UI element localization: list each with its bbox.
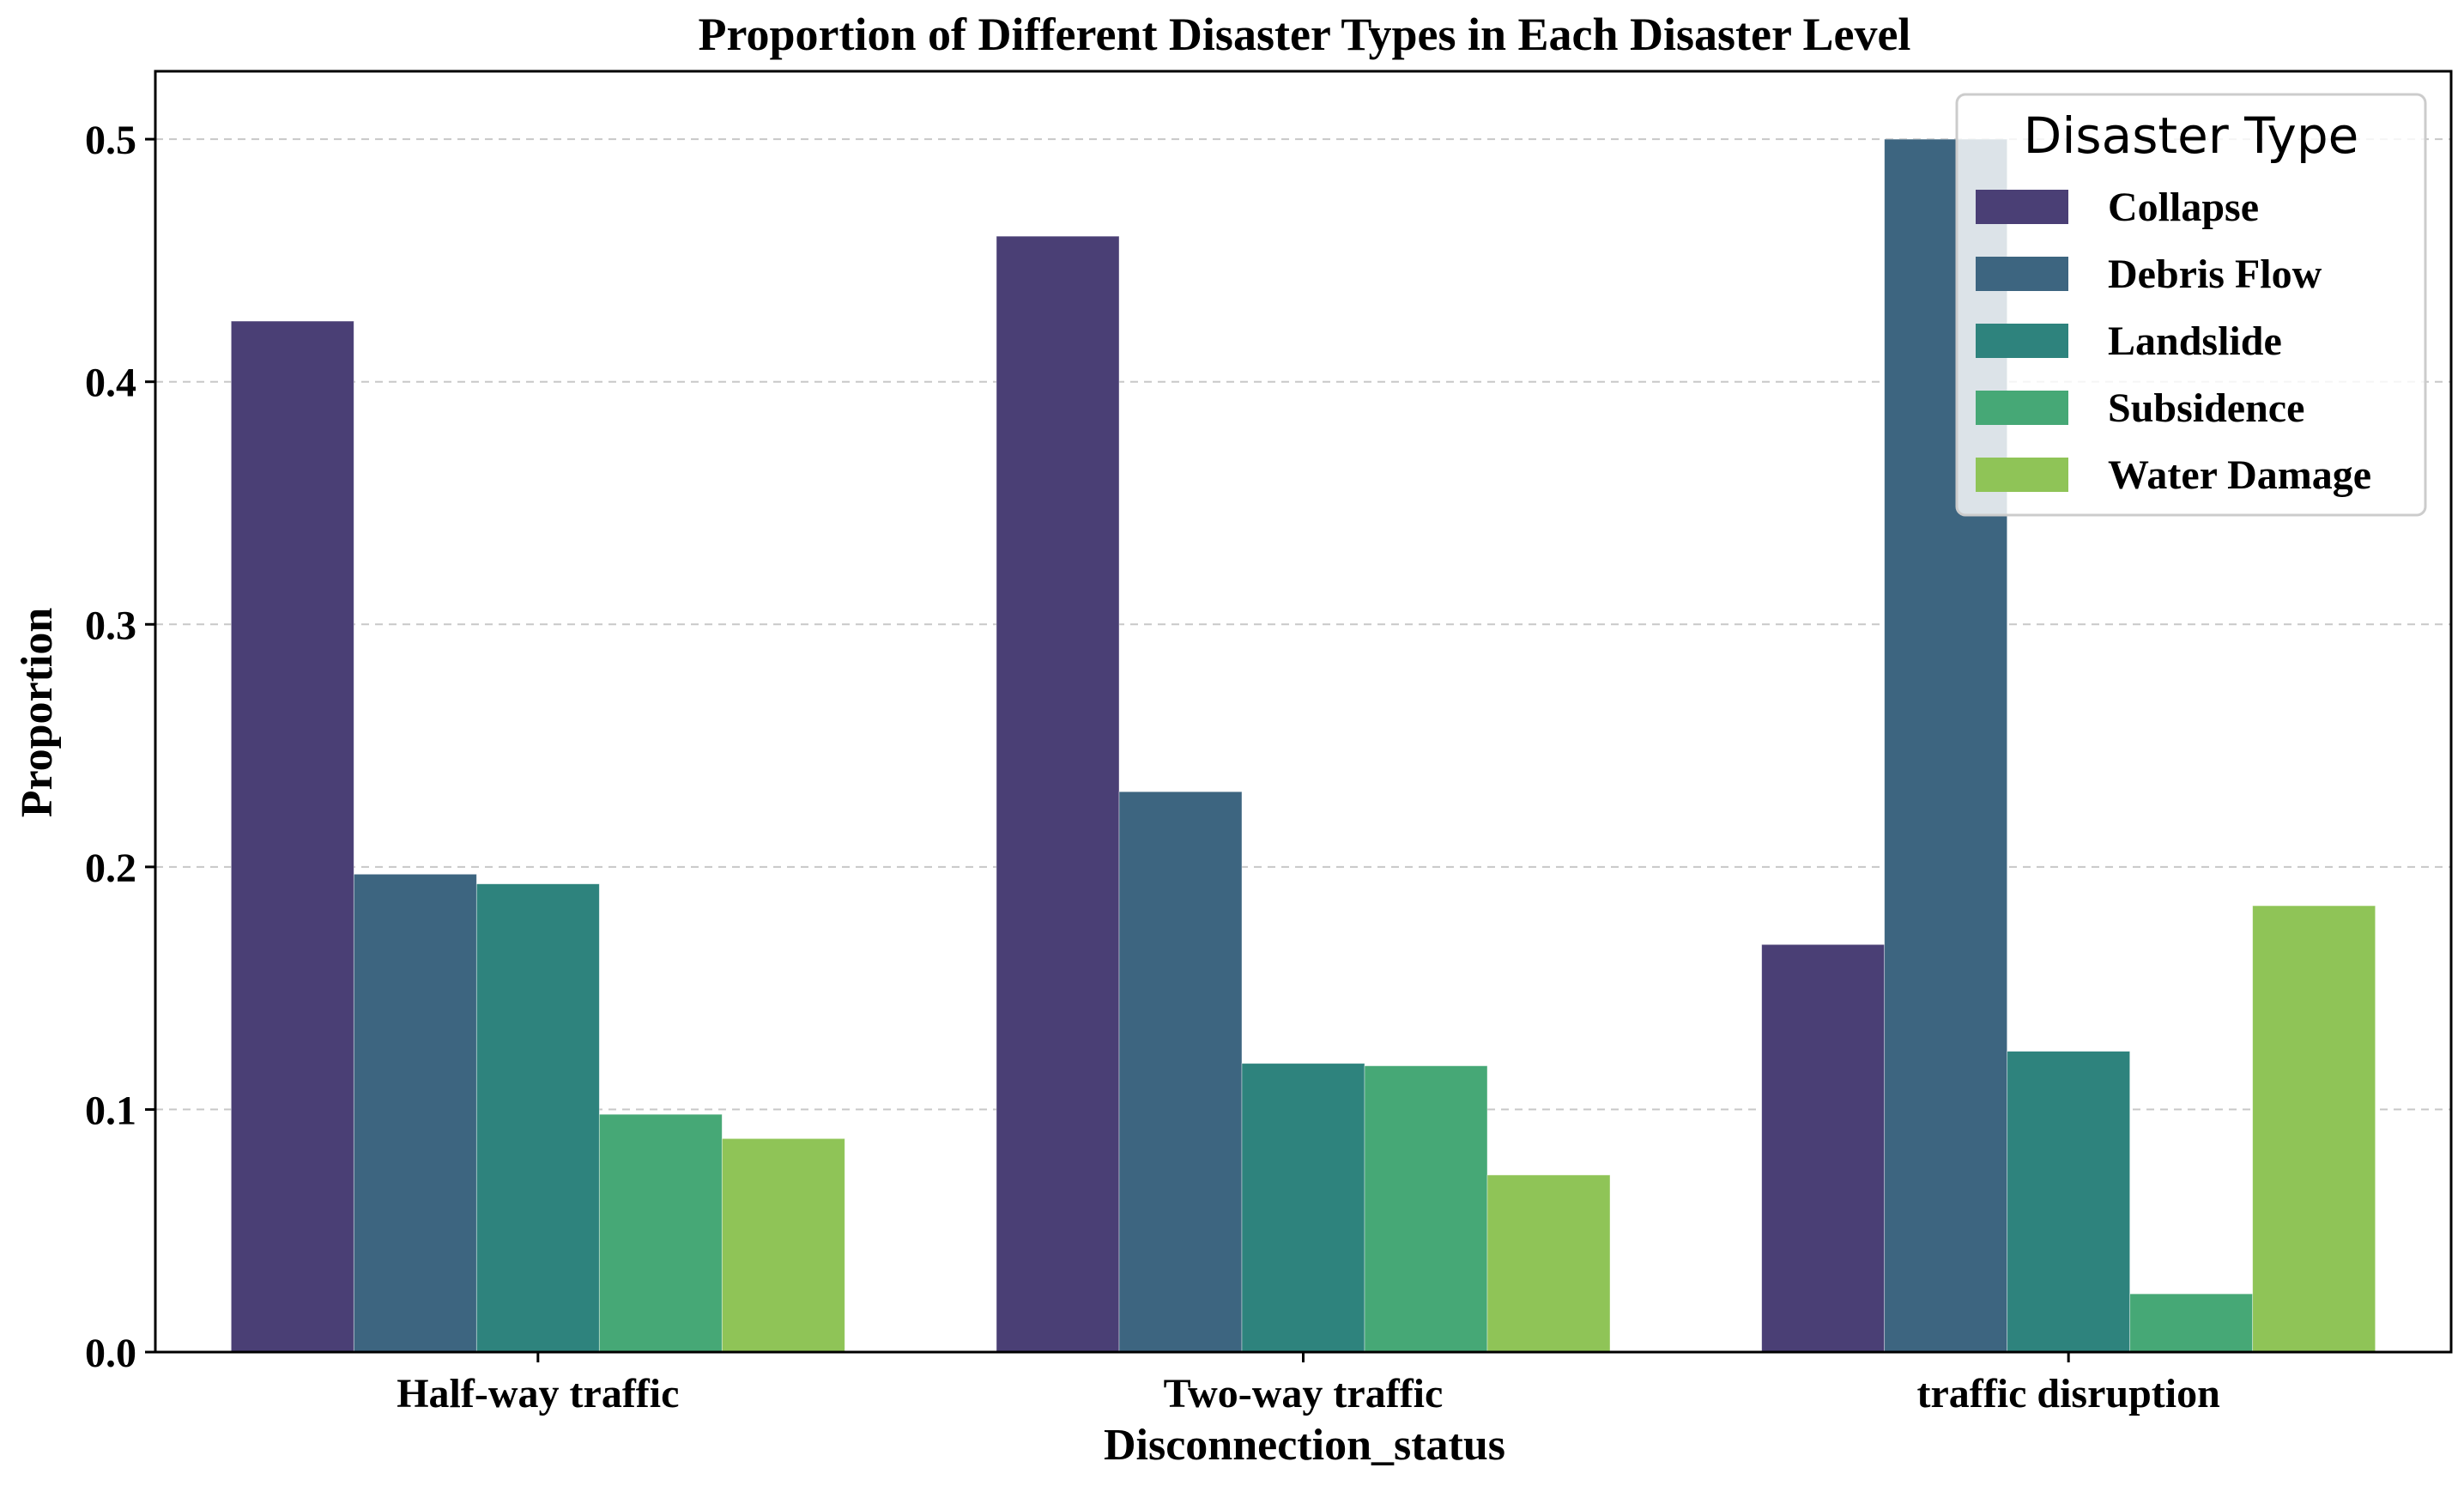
bar-water-damage-1 xyxy=(1486,1174,1611,1353)
legend-label: Subsidence xyxy=(2108,385,2304,431)
x-axis-ticks: Half-way traffic Two-way traffic traffic d… xyxy=(397,1352,2220,1416)
bar-debris-flow-0 xyxy=(353,873,477,1353)
bar-water-damage-0 xyxy=(721,1137,845,1353)
bar-landslide-0 xyxy=(475,883,600,1353)
legend-swatch-subsidence xyxy=(1976,391,2068,425)
chart-title: Proportion of Different Disaster Types i… xyxy=(699,9,1911,60)
x-tick-label: traffic disruption xyxy=(1917,1371,2220,1416)
x-tick-label: Two-way traffic xyxy=(1164,1371,1444,1416)
bar-subsidence-1 xyxy=(1364,1065,1488,1353)
legend-label: Landslide xyxy=(2108,318,2282,364)
legend-swatch-landslide xyxy=(1976,324,2068,358)
legend-title: Disaster Type xyxy=(2024,106,2359,165)
y-tick-label: 0.4 xyxy=(85,361,136,406)
y-tick-label: 0.2 xyxy=(85,846,136,891)
y-tick-label: 0.0 xyxy=(85,1331,136,1376)
bar-collapse-0 xyxy=(230,320,354,1353)
y-tick-label: 0.1 xyxy=(85,1088,136,1133)
bar-collapse-2 xyxy=(1761,943,1886,1353)
bar-subsidence-0 xyxy=(598,1113,723,1353)
bar-collapse-1 xyxy=(996,235,1120,1353)
legend: Disaster Type Collapse Debris Flow Landsli… xyxy=(1955,93,2427,517)
legend-label: Water Damage xyxy=(2108,452,2371,498)
bar-subsidence-2 xyxy=(2129,1293,2254,1353)
legend-box xyxy=(1955,93,2427,517)
legend-items: Collapse Debris Flow Landslide Subsidence Wa… xyxy=(1976,185,2371,498)
bar-debris-flow-1 xyxy=(1118,791,1243,1353)
y-tick-label: 0.3 xyxy=(85,603,136,648)
bar-landslide-1 xyxy=(1241,1063,1365,1353)
legend-swatch-water-damage xyxy=(1976,458,2068,492)
legend-swatch-collapse xyxy=(1976,190,2068,224)
x-tick-label: Half-way traffic xyxy=(397,1371,679,1416)
legend-label: Collapse xyxy=(2108,185,2259,230)
y-axis-label: Proportion xyxy=(13,608,62,818)
legend-swatch-debris-flow xyxy=(1976,257,2068,291)
legend-label: Debris Flow xyxy=(2108,252,2322,297)
x-axis-label: Disconnection_status xyxy=(1104,1421,1505,1470)
bars xyxy=(230,138,2376,1353)
bar-landslide-2 xyxy=(2007,1051,2131,1353)
y-axis-ticks: 0.0 0.1 0.2 0.3 0.4 0.5 xyxy=(85,118,155,1376)
y-tick-label: 0.5 xyxy=(85,118,136,163)
bar-water-damage-2 xyxy=(2252,905,2376,1353)
